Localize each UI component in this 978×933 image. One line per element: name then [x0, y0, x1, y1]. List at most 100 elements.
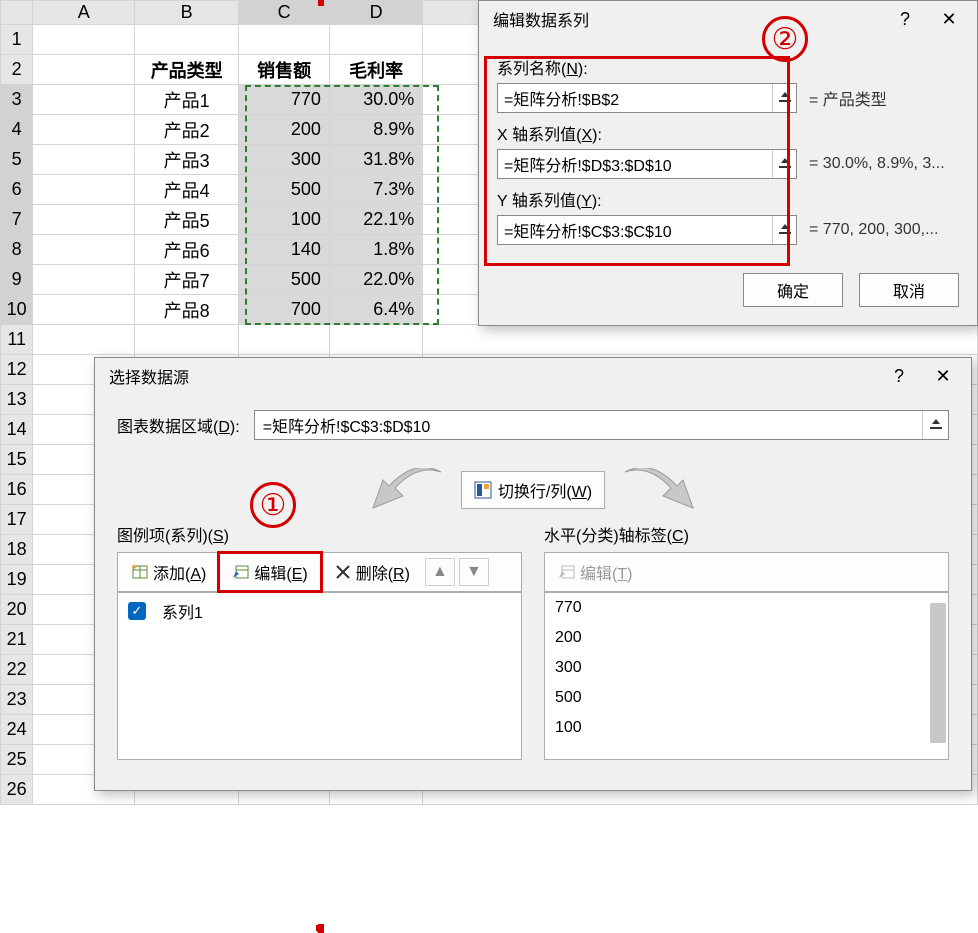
cell[interactable] [33, 55, 135, 85]
scrollbar[interactable] [930, 603, 946, 743]
col-header-A[interactable]: A [33, 1, 135, 25]
cell[interactable] [239, 325, 330, 355]
dialog-titlebar[interactable]: 编辑数据系列 ? ✕ [479, 1, 977, 37]
cell[interactable] [33, 205, 135, 235]
row-header[interactable]: 25 [1, 745, 33, 775]
cell[interactable] [33, 145, 135, 175]
chart-range-input[interactable] [255, 416, 922, 434]
move-up-button[interactable]: ▲ [425, 558, 455, 586]
row-header[interactable]: 16 [1, 475, 33, 505]
row-header[interactable]: 17 [1, 505, 33, 535]
cell[interactable]: 31.8% [329, 145, 422, 175]
cell[interactable]: 1.8% [329, 235, 422, 265]
cell[interactable]: 产品类型 [135, 55, 239, 85]
row-header[interactable]: 15 [1, 445, 33, 475]
cell[interactable] [135, 325, 239, 355]
cell[interactable]: 产品5 [135, 205, 239, 235]
series-name-input[interactable] [498, 89, 772, 107]
series-listbox[interactable]: ✓系列1 [117, 592, 522, 760]
cell[interactable]: 产品7 [135, 265, 239, 295]
list-item[interactable]: ✓系列1 [118, 593, 521, 629]
cell[interactable] [33, 115, 135, 145]
row-header[interactable]: 13 [1, 385, 33, 415]
category-listbox[interactable]: 770200300500100 [544, 592, 949, 760]
move-down-button[interactable]: ▼ [459, 558, 489, 586]
cancel-button[interactable]: 取消 [859, 273, 959, 307]
cell[interactable]: 产品3 [135, 145, 239, 175]
row-header[interactable]: 2 [1, 55, 33, 85]
cell[interactable] [423, 325, 978, 355]
list-item[interactable]: 200 [545, 623, 948, 653]
row-header[interactable]: 23 [1, 685, 33, 715]
cell[interactable]: 770 [239, 85, 330, 115]
cell[interactable]: 产品8 [135, 295, 239, 325]
add-series-button[interactable]: ✦ 添加(A) [120, 555, 217, 589]
cell[interactable]: 30.0% [329, 85, 422, 115]
cell[interactable]: 22.0% [329, 265, 422, 295]
help-button[interactable]: ? [877, 361, 921, 391]
row-header[interactable]: 19 [1, 565, 33, 595]
row-header[interactable]: 20 [1, 595, 33, 625]
row-header[interactable]: 14 [1, 415, 33, 445]
cell[interactable]: 300 [239, 145, 330, 175]
cell[interactable]: 毛利率 [329, 55, 422, 85]
ok-button[interactable]: 确定 [743, 273, 843, 307]
cell[interactable] [329, 325, 422, 355]
cell[interactable] [239, 25, 330, 55]
cell[interactable] [33, 85, 135, 115]
col-header-D[interactable]: D [329, 1, 422, 25]
cell[interactable] [329, 25, 422, 55]
cell[interactable]: 8.9% [329, 115, 422, 145]
col-header-C[interactable]: C [239, 1, 330, 25]
row-header[interactable]: 21 [1, 625, 33, 655]
help-button[interactable]: ? [883, 4, 927, 34]
row-header[interactable]: 7 [1, 205, 33, 235]
cell[interactable]: 22.1% [329, 205, 422, 235]
list-item[interactable]: 100 [545, 713, 948, 743]
cell[interactable]: 产品6 [135, 235, 239, 265]
cell[interactable]: 100 [239, 205, 330, 235]
cell[interactable] [33, 235, 135, 265]
collapse-dialog-icon[interactable] [772, 84, 796, 112]
collapse-dialog-icon[interactable] [772, 150, 796, 178]
cell[interactable]: 200 [239, 115, 330, 145]
cell[interactable] [33, 265, 135, 295]
list-item[interactable]: 300 [545, 653, 948, 683]
delete-series-button[interactable]: 删除(R) [323, 555, 421, 589]
cell[interactable] [33, 175, 135, 205]
cell[interactable] [33, 25, 135, 55]
row-header[interactable]: 22 [1, 655, 33, 685]
switch-row-col-button[interactable]: 切换行/列(W) [461, 471, 605, 509]
cell[interactable]: 500 [239, 175, 330, 205]
select-all-corner[interactable] [1, 1, 33, 25]
row-header[interactable]: 8 [1, 235, 33, 265]
col-header-B[interactable]: B [135, 1, 239, 25]
y-values-input[interactable] [498, 221, 772, 239]
row-header[interactable]: 3 [1, 85, 33, 115]
cell[interactable]: 140 [239, 235, 330, 265]
cell[interactable] [33, 325, 135, 355]
x-values-input[interactable] [498, 155, 772, 173]
row-header[interactable]: 18 [1, 535, 33, 565]
row-header[interactable]: 9 [1, 265, 33, 295]
dialog-titlebar[interactable]: 选择数据源 ? ✕ [95, 358, 971, 394]
collapse-dialog-icon[interactable] [772, 216, 796, 244]
row-header[interactable]: 10 [1, 295, 33, 325]
row-header[interactable]: 26 [1, 775, 33, 805]
cell[interactable]: 700 [239, 295, 330, 325]
row-header[interactable]: 11 [1, 325, 33, 355]
checkbox-icon[interactable]: ✓ [128, 602, 146, 620]
cell[interactable]: 7.3% [329, 175, 422, 205]
edit-category-button[interactable]: 编辑(T) [547, 555, 643, 589]
row-header[interactable]: 12 [1, 355, 33, 385]
cell[interactable] [135, 25, 239, 55]
cell[interactable]: 6.4% [329, 295, 422, 325]
cell[interactable]: 销售额 [239, 55, 330, 85]
row-header[interactable]: 4 [1, 115, 33, 145]
cell[interactable] [33, 295, 135, 325]
collapse-dialog-icon[interactable] [922, 411, 948, 439]
list-item[interactable]: 500 [545, 683, 948, 713]
row-header[interactable]: 1 [1, 25, 33, 55]
cell[interactable]: 产品2 [135, 115, 239, 145]
list-item[interactable]: 770 [545, 593, 948, 623]
